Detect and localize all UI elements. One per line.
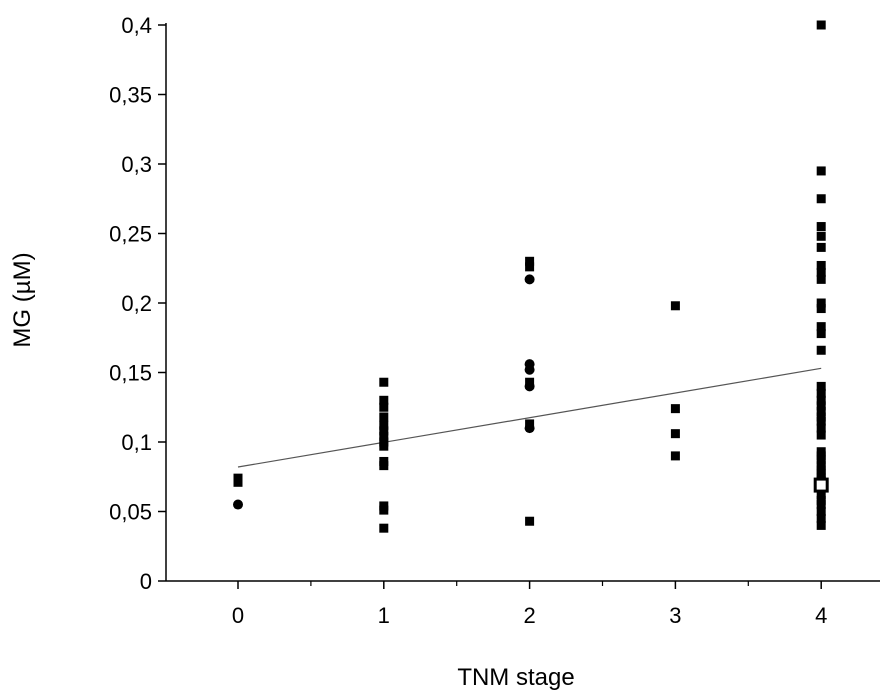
data-point (671, 301, 680, 310)
x-tick-label: 2 (523, 603, 535, 628)
y-tick-label: 0,3 (121, 152, 152, 177)
data-point (379, 403, 388, 412)
y-tick-label: 0,05 (109, 500, 152, 525)
x-tick-label: 3 (669, 603, 681, 628)
data-point (379, 461, 388, 470)
ticks: 0 0,05 0,1 0,15 0,2 0,25 0,3 0,35 0,4 0 1 2 3 4 (109, 13, 827, 628)
x-tick-label: 1 (378, 603, 390, 628)
data-point (234, 478, 243, 487)
y-tick-label: 0,2 (121, 291, 152, 316)
data-point (525, 423, 535, 433)
data-point (817, 346, 826, 355)
data-point (817, 329, 826, 338)
y-tick-label: 0,15 (109, 361, 152, 386)
data-point (817, 222, 826, 231)
data-point (817, 304, 826, 313)
data-point (817, 232, 826, 241)
data-point (817, 21, 826, 30)
open-data-point (815, 479, 827, 491)
x-tick-label: 0 (232, 603, 244, 628)
data-point (671, 451, 680, 460)
data-point (817, 275, 826, 284)
y-tick-label: 0,25 (109, 222, 152, 247)
y-tick-label: 0,35 (109, 83, 152, 108)
axes (166, 23, 880, 581)
x-axis-title: TNM stage (457, 664, 574, 691)
y-tick-label: 0,1 (121, 430, 152, 455)
data-point (525, 381, 535, 391)
data-point (525, 274, 535, 284)
data-point (817, 521, 826, 530)
data-points (233, 21, 827, 533)
data-point (817, 431, 826, 440)
y-tick-label: 0 (140, 569, 152, 594)
data-point (525, 365, 535, 375)
data-point (379, 506, 388, 515)
data-point (379, 524, 388, 533)
data-point (671, 404, 680, 413)
data-point (379, 442, 388, 451)
data-point (379, 412, 388, 421)
data-point (817, 166, 826, 175)
y-tick-label: 0,4 (121, 13, 152, 38)
data-point (525, 517, 534, 526)
data-point (379, 378, 388, 387)
data-point (233, 500, 243, 510)
data-point (671, 429, 680, 438)
data-point (525, 262, 534, 271)
data-point (817, 194, 826, 203)
x-tick-label: 4 (815, 603, 827, 628)
data-point (817, 243, 826, 252)
y-axis-title: MG (µM) (9, 252, 36, 347)
